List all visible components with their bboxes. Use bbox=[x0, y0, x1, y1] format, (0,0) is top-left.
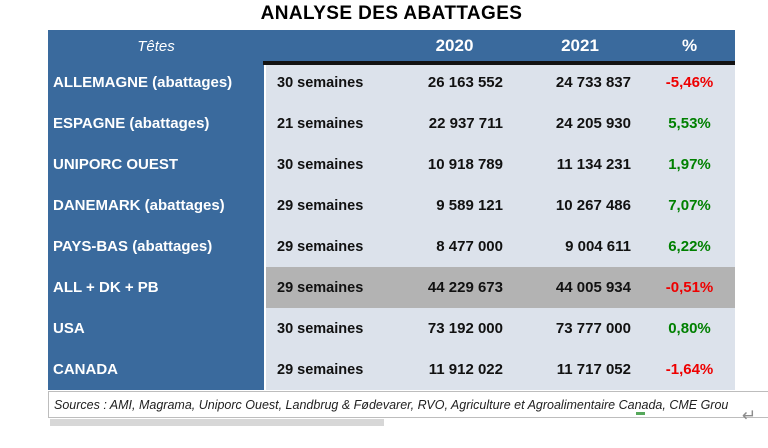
value-2020-cell: 11 912 022 bbox=[393, 349, 516, 390]
value-2021-cell: 24 205 930 bbox=[516, 103, 644, 144]
row-label: USA bbox=[48, 308, 264, 349]
value-2020-cell: 44 229 673 bbox=[393, 267, 516, 308]
value-2020-cell: 73 192 000 bbox=[393, 308, 516, 349]
weeks-cell: 29 semaines bbox=[264, 267, 393, 308]
percent-cell: -0,51% bbox=[644, 267, 735, 308]
sources-footnote: Sources : AMI, Magrama, Uniporc Ouest, L… bbox=[48, 391, 768, 418]
percent-cell: 0,80% bbox=[644, 308, 735, 349]
weeks-cell: 29 semaines bbox=[264, 226, 393, 267]
weeks-cell: 29 semaines bbox=[264, 185, 393, 226]
value-2020-cell: 22 937 711 bbox=[393, 103, 516, 144]
percent-cell: 7,07% bbox=[644, 185, 735, 226]
row-label: ESPAGNE (abattages) bbox=[48, 103, 264, 144]
percent-cell: -5,46% bbox=[644, 62, 735, 103]
table-row: CANADA 29 semaines 11 912 022 11 717 052… bbox=[48, 349, 735, 390]
weeks-cell: 30 semaines bbox=[264, 62, 393, 103]
table-row: ESPAGNE (abattages) 21 semaines 22 937 7… bbox=[48, 103, 735, 144]
value-2020-cell: 26 163 552 bbox=[393, 62, 516, 103]
row-label: ALLEMAGNE (abattages) bbox=[48, 62, 264, 103]
percent-cell: 1,97% bbox=[644, 144, 735, 185]
row-label: UNIPORC OUEST bbox=[48, 144, 264, 185]
weeks-cell: 30 semaines bbox=[264, 308, 393, 349]
table-header-row: Têtes 2020 2021 % bbox=[48, 30, 735, 62]
header-cell-tetes: Têtes bbox=[137, 37, 175, 55]
weeks-cell: 30 semaines bbox=[264, 144, 393, 185]
weeks-cell: 29 semaines bbox=[264, 349, 393, 390]
percent-cell: 5,53% bbox=[644, 103, 735, 144]
table-row: UNIPORC OUEST 30 semaines 10 918 789 11 … bbox=[48, 144, 735, 185]
row-label: PAYS-BAS (abattages) bbox=[48, 226, 264, 267]
header-cell-2020: 2020 bbox=[435, 36, 474, 55]
header-divider-line bbox=[263, 61, 735, 65]
weeks-cell: 21 semaines bbox=[264, 103, 393, 144]
header-cell-weeks bbox=[264, 30, 393, 62]
header-cell-2021: 2021 bbox=[561, 36, 599, 55]
value-2021-cell: 11 717 052 bbox=[516, 349, 644, 390]
table-row: ALLEMAGNE (abattages) 30 semaines 26 163… bbox=[48, 62, 735, 103]
table-row: USA 30 semaines 73 192 000 73 777 000 0,… bbox=[48, 308, 735, 349]
header-cell-percent: % bbox=[681, 36, 698, 55]
value-2020-cell: 10 918 789 bbox=[393, 144, 516, 185]
abattages-table[interactable]: Têtes 2020 2021 % ALLEMAGNE (abattages) … bbox=[48, 30, 735, 390]
value-2020-cell: 8 477 000 bbox=[393, 226, 516, 267]
row-label: DANEMARK (abattages) bbox=[48, 185, 264, 226]
percent-cell: -1,64% bbox=[644, 349, 735, 390]
paragraph-return-mark: ↵ bbox=[742, 406, 757, 426]
value-2020-cell: 9 589 121 bbox=[393, 185, 516, 226]
table-row: DANEMARK (abattages) 29 semaines 9 589 1… bbox=[48, 185, 735, 226]
value-2021-cell: 11 134 231 bbox=[516, 144, 644, 185]
value-2021-cell: 10 267 486 bbox=[516, 185, 644, 226]
table-row: PAYS-BAS (abattages) 29 semaines 8 477 0… bbox=[48, 226, 735, 267]
value-2021-cell: 44 005 934 bbox=[516, 267, 644, 308]
row-label: ALL + DK + PB bbox=[48, 267, 264, 308]
table-body: ALLEMAGNE (abattages) 30 semaines 26 163… bbox=[48, 62, 735, 390]
footnote-shadow-bar bbox=[50, 419, 384, 426]
value-2021-cell: 73 777 000 bbox=[516, 308, 644, 349]
grammar-check-underline bbox=[636, 412, 645, 415]
value-2021-cell: 9 004 611 bbox=[516, 226, 644, 267]
value-2021-cell: 24 733 837 bbox=[516, 62, 644, 103]
percent-cell: 6,22% bbox=[644, 226, 735, 267]
row-label: CANADA bbox=[48, 349, 264, 390]
page-title: ANALYSE DES ABATTAGES bbox=[260, 3, 523, 24]
table-row: ALL + DK + PB 29 semaines 44 229 673 44 … bbox=[48, 267, 735, 308]
